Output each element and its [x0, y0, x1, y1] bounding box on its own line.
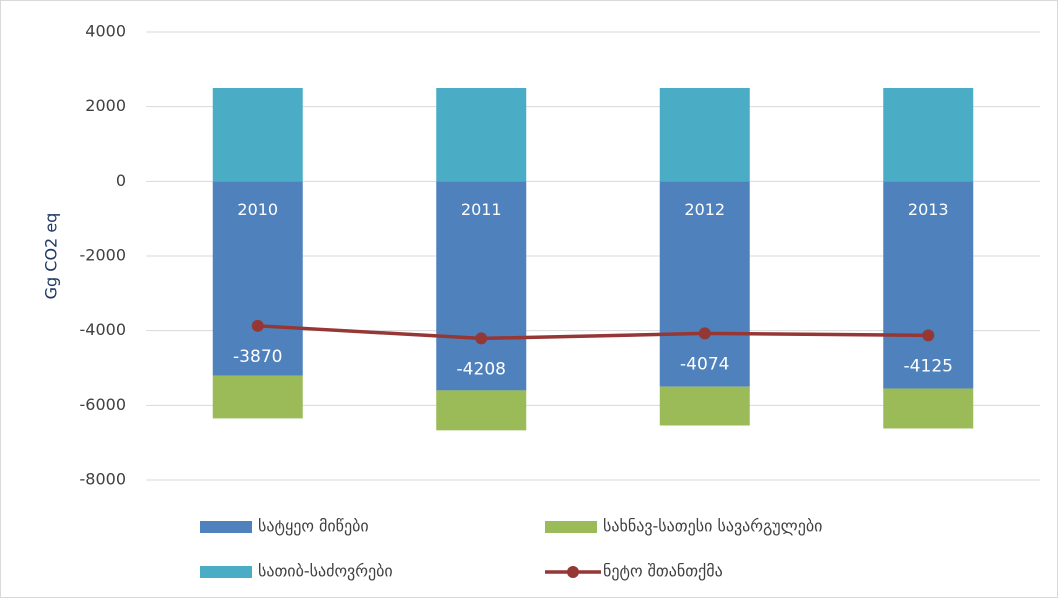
y-tick-label: 4000	[85, 22, 126, 41]
data-label: -4208	[457, 359, 506, 379]
line-marker	[251, 319, 264, 332]
data-label: -4125	[904, 356, 953, 376]
y-tick-label: 0	[116, 171, 126, 190]
line	[257, 324, 929, 341]
bar-segment	[883, 181, 974, 389]
y-tick-label: -4000	[80, 320, 127, 339]
bar-segment	[436, 181, 527, 391]
category-label: 2012	[684, 200, 725, 219]
bar-segment	[436, 88, 527, 182]
category-label: 2011	[461, 200, 502, 219]
bar-segment	[659, 181, 750, 387]
bar-segment	[883, 88, 974, 182]
category-label: 2010	[237, 200, 278, 219]
line-marker	[922, 329, 935, 342]
bar-segment	[212, 88, 303, 182]
y-tick-label: 2000	[85, 96, 126, 115]
legend-label: სატყეო მიწები	[258, 517, 369, 536]
legend-swatch	[200, 521, 252, 533]
y-axis-label: Gg CO2 eq	[42, 213, 61, 300]
data-label: -4074	[680, 354, 729, 374]
line-marker	[698, 327, 711, 340]
y-tick-label: -8000	[80, 470, 127, 489]
bar-segment	[883, 388, 974, 429]
data-label: -3870	[233, 347, 282, 367]
legend-label: ნეტო შთანთქმა	[603, 562, 723, 581]
y-tick-label: -6000	[80, 395, 127, 414]
category-label: 2013	[908, 200, 949, 219]
legend-swatch	[545, 521, 597, 533]
legend-swatch	[200, 566, 252, 578]
y-tick-label: -2000	[80, 246, 127, 265]
bar-segment	[659, 88, 750, 182]
bar-segment	[659, 386, 750, 426]
bar-segment	[212, 375, 303, 419]
legend-marker	[567, 566, 579, 578]
legend-label: სახნავ-სათესი სავარგულები	[603, 517, 822, 536]
line-marker	[475, 332, 488, 345]
bar-segment	[212, 181, 303, 376]
bar-segment	[436, 390, 527, 431]
legend-label: სათიბ-საძოვრები	[258, 562, 393, 581]
